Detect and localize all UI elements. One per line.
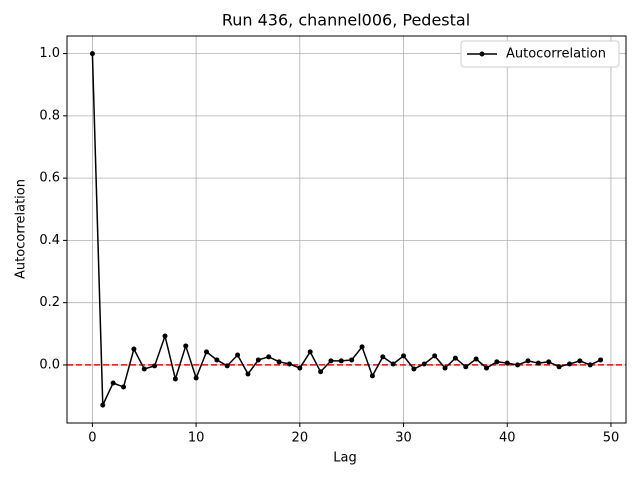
- data-point: [349, 357, 355, 363]
- y-tick-label: 0.4: [39, 233, 60, 248]
- data-point: [515, 362, 521, 368]
- data-point: [432, 353, 438, 359]
- data-point: [224, 363, 230, 369]
- data-point: [307, 349, 313, 355]
- data-point: [338, 358, 344, 364]
- data-point: [411, 366, 417, 372]
- y-tick-label: 0.6: [39, 171, 60, 186]
- data-point: [183, 343, 189, 349]
- data-point: [484, 365, 490, 371]
- data-point: [566, 361, 572, 367]
- data-point: [214, 357, 220, 363]
- data-point: [203, 349, 209, 355]
- data-point: [100, 402, 106, 408]
- x-tick-label: 50: [603, 431, 620, 446]
- data-point: [380, 354, 386, 360]
- data-point: [235, 352, 241, 358]
- y-tick-label: 1.0: [39, 46, 60, 61]
- x-tick-label: 20: [292, 431, 309, 446]
- legend-box: [460, 40, 620, 68]
- data-point: [452, 355, 458, 361]
- y-axis-label: Autocorrelation: [14, 179, 29, 279]
- data-point: [442, 365, 448, 371]
- data-point: [266, 354, 272, 360]
- y-tick-label: 0.2: [39, 295, 60, 310]
- data-point: [255, 357, 261, 363]
- data-point: [172, 376, 178, 382]
- data-point: [525, 358, 531, 364]
- data-point: [110, 380, 116, 386]
- data-point: [577, 358, 583, 364]
- x-tick-label: 10: [188, 431, 205, 446]
- legend-label: Autocorrelation: [506, 47, 606, 62]
- data-point: [369, 373, 375, 379]
- data-point: [473, 356, 479, 362]
- data-point: [131, 346, 137, 352]
- x-tick-label: 40: [499, 431, 516, 446]
- data-point: [121, 384, 127, 390]
- data-point: [421, 361, 427, 367]
- data-point: [89, 51, 95, 57]
- data-point: [401, 353, 407, 359]
- data-point: [463, 364, 469, 370]
- x-axis-label: Lag: [333, 451, 356, 466]
- data-point: [359, 344, 365, 350]
- data-point: [390, 361, 396, 367]
- data-point: [598, 357, 604, 363]
- data-point: [587, 362, 593, 368]
- y-tick-label: 0.0: [39, 357, 60, 372]
- data-point: [286, 361, 292, 367]
- data-point: [494, 359, 500, 365]
- x-tick-label: 0: [88, 431, 96, 446]
- plot-frame: [66, 35, 627, 424]
- data-point: [245, 371, 251, 377]
- chart-title: Run 436, channel006, Pedestal: [222, 11, 470, 30]
- data-point: [318, 369, 324, 375]
- data-point: [276, 359, 282, 365]
- data-point: [297, 365, 303, 371]
- x-tick-label: 30: [395, 431, 412, 446]
- legend-marker: [479, 51, 485, 57]
- data-point: [504, 360, 510, 366]
- y-tick-label: 0.8: [39, 108, 60, 123]
- data-point: [546, 359, 552, 365]
- data-point: [328, 358, 334, 364]
- data-point: [141, 366, 147, 372]
- data-point: [162, 333, 168, 339]
- data-point: [193, 375, 199, 381]
- data-point: [535, 360, 541, 366]
- data-point: [152, 363, 158, 369]
- data-point: [556, 364, 562, 370]
